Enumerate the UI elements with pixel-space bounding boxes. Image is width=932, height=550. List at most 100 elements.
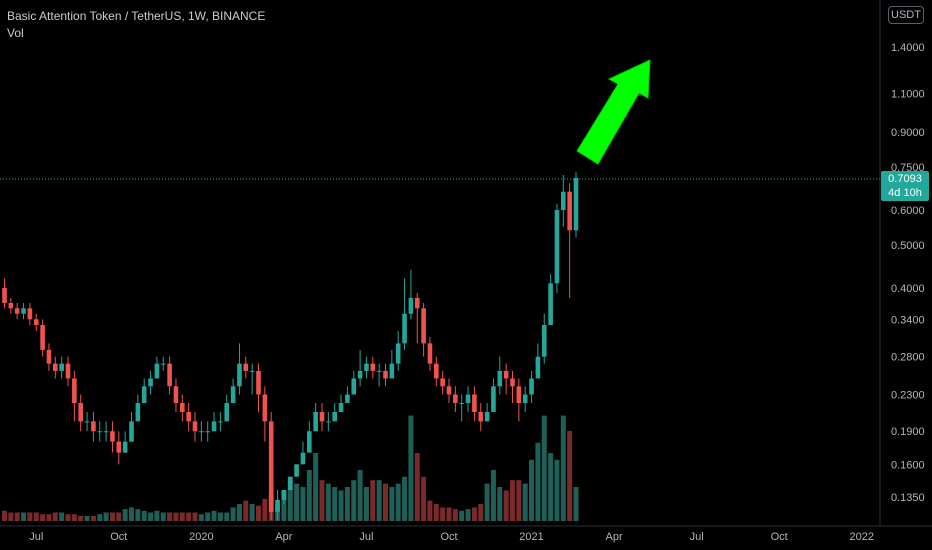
candle-body [491,386,496,412]
volume-bar [376,480,382,521]
time-tick-label: Apr [606,531,623,543]
candle-body [414,297,420,309]
candle-body [319,411,325,422]
volume-bar [548,453,554,521]
candle [307,421,312,453]
candle-body [345,394,350,404]
candle [414,292,420,344]
volume-bar [567,430,573,521]
volume-bar [154,510,160,521]
volume-bar [90,515,96,521]
currency-button[interactable]: USDT [888,6,924,24]
candle-body [554,210,560,284]
volume-bar [351,480,357,521]
candle [313,403,318,432]
candle [408,269,414,320]
candle-body [434,363,439,379]
volume-bar [78,515,84,521]
candle [141,378,147,404]
candle-body [167,363,172,387]
candle-body [122,441,128,453]
candle-body [402,313,407,344]
time-axis[interactable]: Jul Oct 2020 Apr Jul Oct 2021 Apr Jul Oct 2022 [29,531,874,543]
candle-body [478,411,484,422]
volume-bar [402,476,408,521]
candle-body [383,370,388,379]
candle-body [446,386,452,395]
candle [72,370,77,422]
candle-body [135,403,141,422]
candle-body [211,421,217,432]
price-tick-label: 1.4000 [891,42,925,54]
volume-bar [313,453,319,521]
volume-bar [560,415,566,521]
price-tick-label: 0.2800 [891,352,925,364]
volume-bar [370,480,376,521]
time-tick-label: Jul [359,531,373,543]
candle [300,441,306,465]
candle [243,356,249,379]
candle-body [440,378,445,387]
volume-bar [516,480,522,521]
candle [84,411,90,432]
volume-bar [389,487,395,521]
candle [395,330,401,371]
candle-body [186,411,191,422]
candle [91,411,96,442]
candle-body [351,378,357,395]
price-tick-label: 0.5000 [891,240,925,252]
candle [370,356,376,379]
candle-body [141,386,147,404]
volume-bar [433,504,439,521]
volume-bar [484,483,490,521]
candle-body [33,319,39,326]
volume-bar [427,500,433,521]
candle [199,421,204,442]
volume-bar [573,487,579,521]
candle [516,378,522,422]
time-tick-label: Oct [110,531,127,543]
candle-body [364,363,369,371]
price-axis[interactable]: 1.40001.10000.90000.75000.60000.50000.40… [891,42,925,504]
candle-body [160,363,166,365]
candle [338,394,344,412]
volume-bar [497,487,503,521]
candle-body [78,403,83,422]
candle-body [40,325,45,350]
candle-body [465,394,471,404]
price-tick-label: 0.4000 [891,283,925,295]
volume-bar [363,487,369,521]
candle-body [535,356,541,379]
price-tick-label: 0.3400 [891,314,925,326]
volume-bar [198,514,204,521]
volume-bar [554,459,560,521]
candle-body [21,308,26,314]
candle-body [110,431,115,442]
candle [160,356,166,371]
candle-body [59,363,64,371]
volume-bar [122,509,128,521]
volume-bar [421,476,427,521]
volume-bar [129,507,134,521]
volume-bar [325,483,331,521]
candle-body [224,403,230,422]
volume-bar [535,442,541,521]
volume-indicator-label[interactable]: Vol [7,26,24,40]
chart-legend: Basic Attention Token / TetherUS, 1W, BI… [7,8,265,42]
volume-bar [256,505,261,521]
candle [484,403,490,422]
candle-body [84,421,90,423]
volume-bar [65,514,71,521]
candle-body [338,403,344,412]
volume-bar [414,453,420,521]
candle [287,476,293,491]
candle-body [249,370,255,372]
volume-bar [440,507,446,521]
candle-body [472,394,477,412]
up-arrow-annotation [576,59,651,165]
volume-bar [408,415,414,521]
candle [421,303,426,357]
candle-body [453,394,458,404]
